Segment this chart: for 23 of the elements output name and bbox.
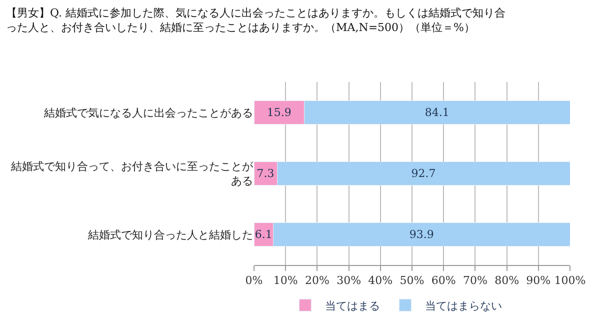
chart-title: 【男女】Q. 結婚式に参加した際、気になる人に出会ったことはありますか。もしくは結婚式で知り合った人と、お付き合いしたり、結婚に至ったことはありますか。（MA,N=500）（単位＝%） [6,6,506,34]
x-tick-label: 90% [526,274,551,288]
x-tick-label: 40% [368,274,393,288]
x-tick-label: 20% [304,274,330,288]
data-label: 7.3 [256,167,274,180]
x-tick-label: 10% [273,274,298,288]
y-tick-label: 結婚式で気になる人に出会ったことがある [43,106,253,120]
legend-label: 当てはまらない [425,299,502,312]
data-label: 84.1 [424,106,450,119]
x-tick-label: 50% [400,274,424,288]
legend-label: 当てはまる [325,299,380,312]
x-tick-label: 30% [336,274,362,288]
y-tick-label: 結婚式で知り合って、お付き合いに至ったことがある [10,160,254,188]
data-label: 6.1 [254,228,272,241]
data-label: 93.9 [409,228,434,241]
x-tick-label: 70% [462,274,488,288]
x-tick-label: 60% [431,274,456,288]
x-tick-label: 0% [245,274,263,288]
y-tick-label: 結婚式で知り合った人と結婚した [87,228,253,242]
x-tick-label: 100% [554,274,586,288]
data-label: 15.9 [266,106,292,119]
data-label: 92.7 [411,167,436,180]
x-tick-label: 80% [494,274,520,288]
